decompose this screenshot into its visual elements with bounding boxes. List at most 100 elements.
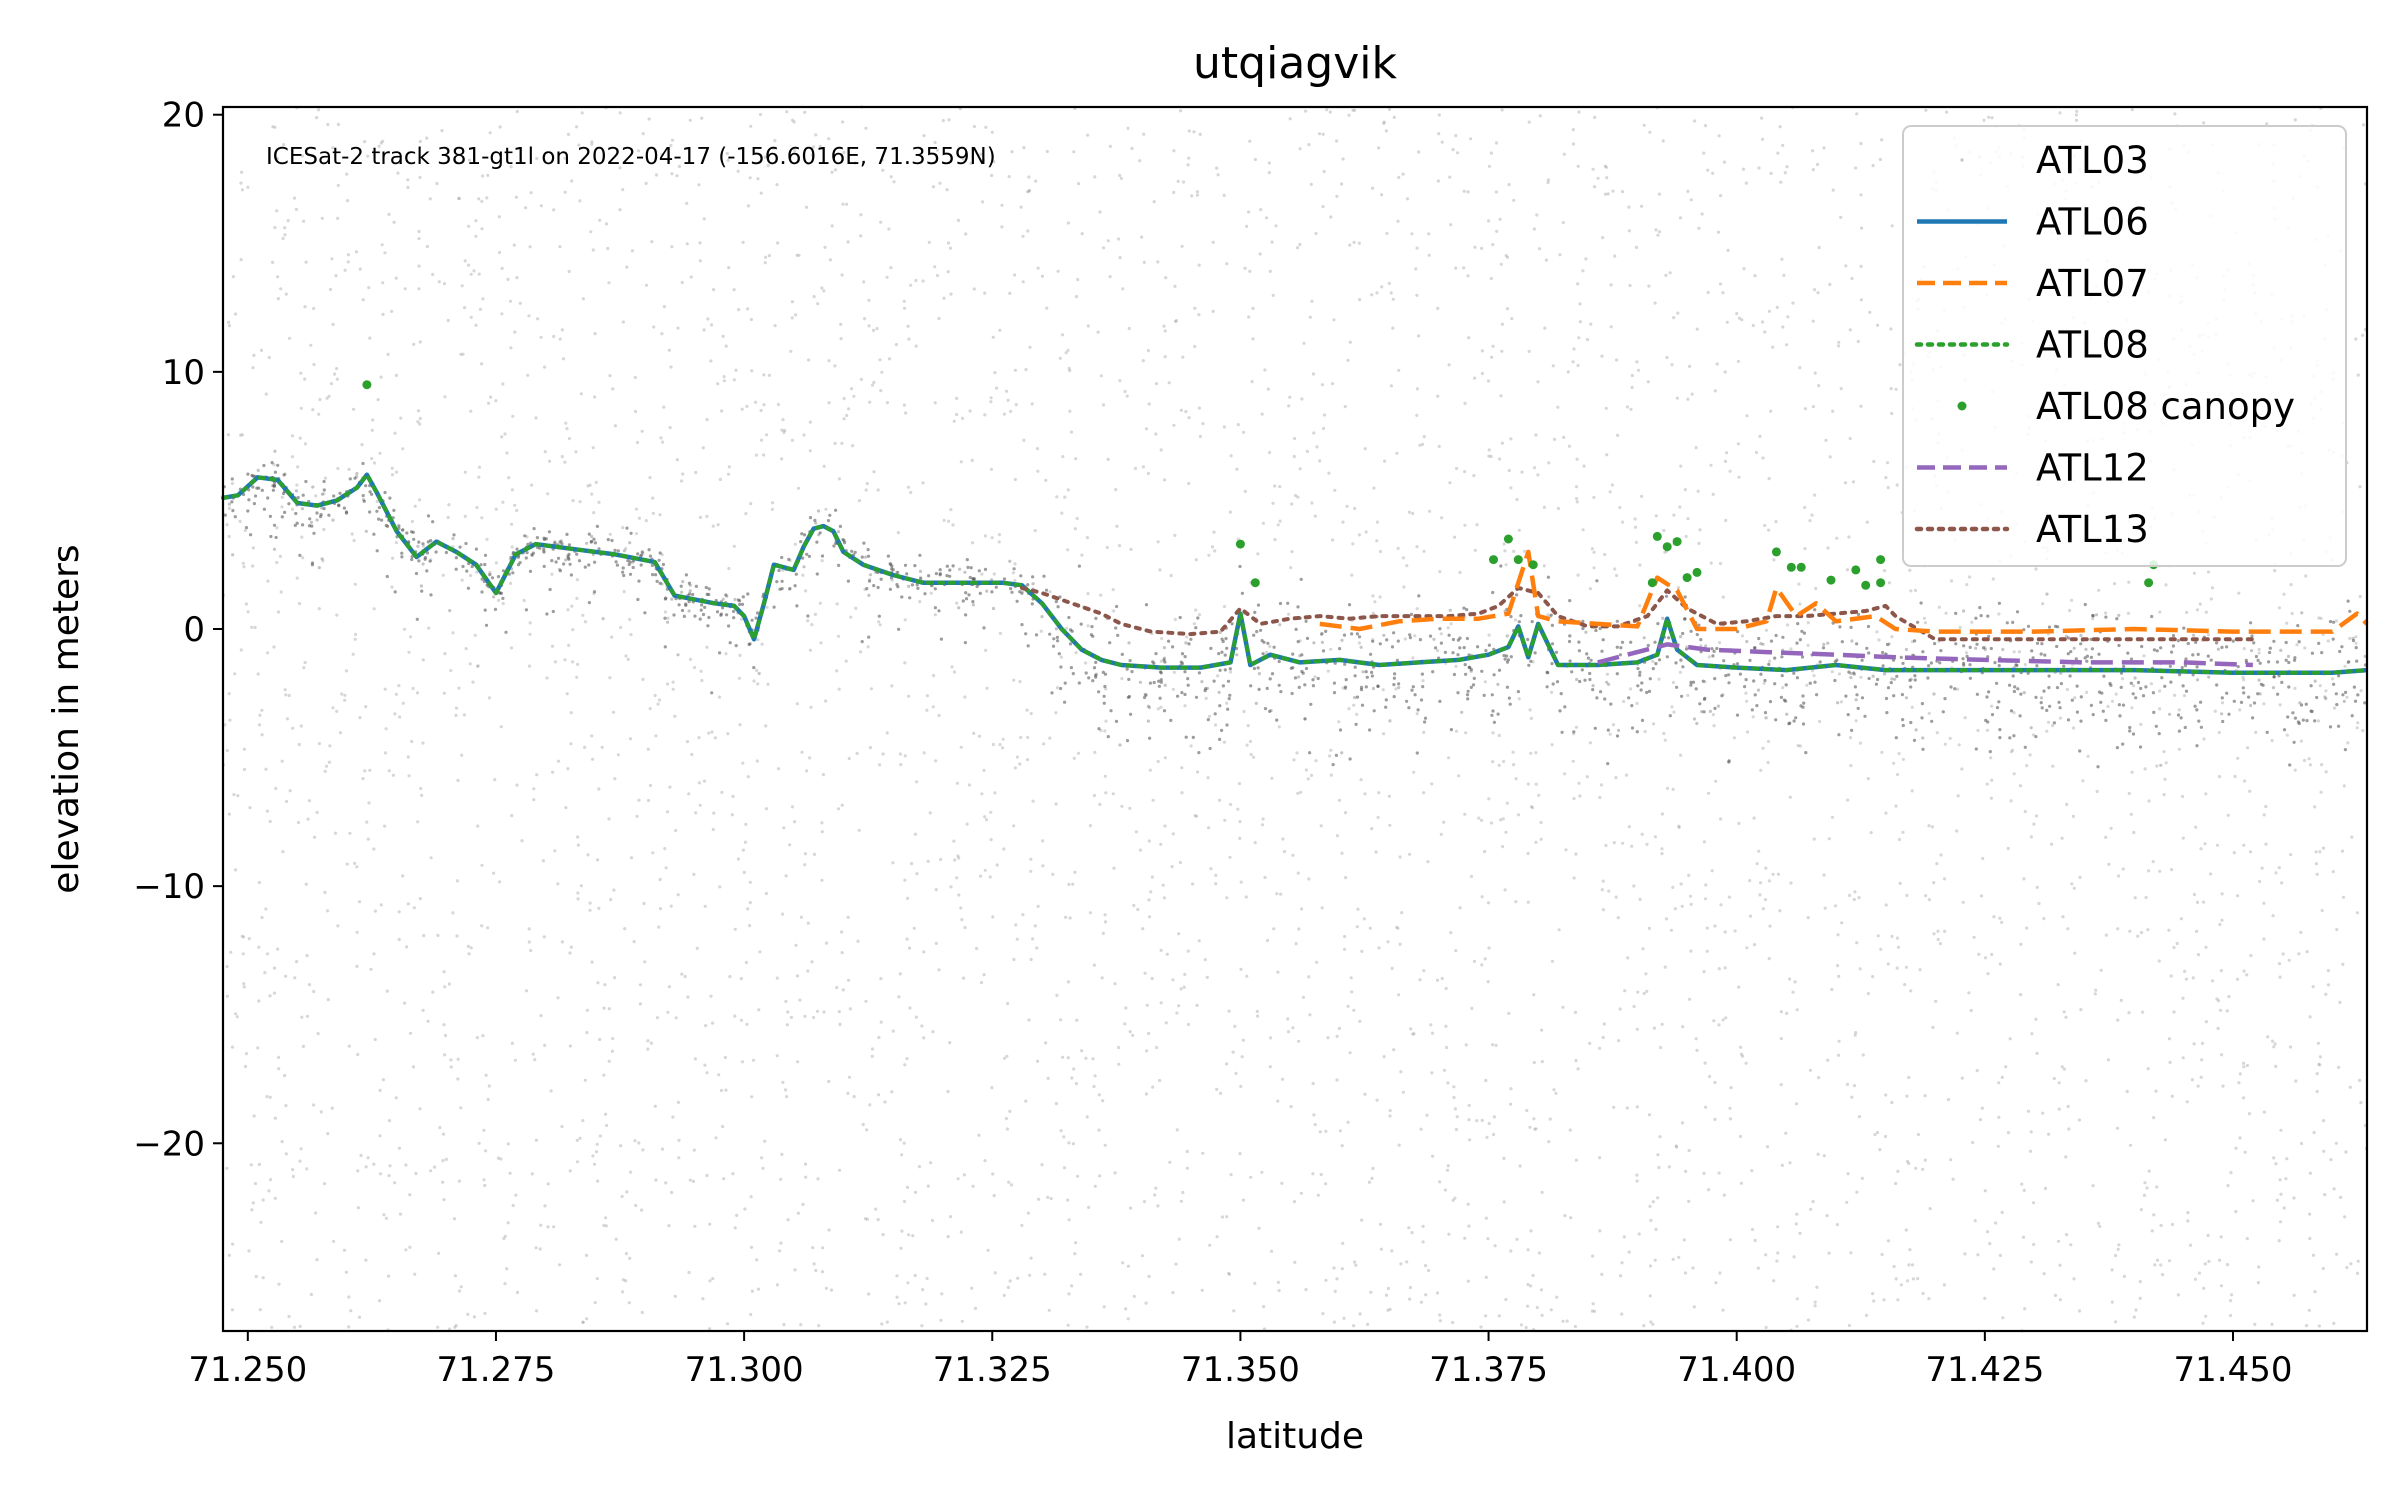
atl03-point <box>1010 150 1014 154</box>
atl03-point <box>2204 792 2208 796</box>
atl03-point <box>2022 877 2026 881</box>
atl03-point <box>2218 1008 2223 1012</box>
atl03-point <box>340 692 344 696</box>
atl03-point <box>2287 958 2291 962</box>
atl03-point <box>1576 573 1580 577</box>
atl03-point <box>808 648 813 652</box>
atl03-point <box>1859 141 1863 146</box>
atl03-point <box>548 459 552 463</box>
atl03-point <box>276 275 280 279</box>
atl03-point <box>469 946 473 950</box>
atl03-point <box>1806 621 1810 625</box>
atl03-point <box>2184 977 2188 981</box>
atl03-point <box>381 139 385 143</box>
atl03-point <box>1763 898 1768 902</box>
atl03-point <box>250 473 254 478</box>
atl03-point <box>590 734 594 738</box>
atl03-point <box>268 819 272 824</box>
atl03-point <box>1752 816 1756 820</box>
atl03-point <box>1897 837 1902 842</box>
atl03-point <box>1329 773 1333 777</box>
atl03-point <box>2030 649 2034 653</box>
atl03-point <box>1986 972 1990 976</box>
atl03-point <box>702 328 706 332</box>
atl03-point <box>396 171 400 175</box>
atl03-point <box>2109 826 2113 831</box>
atl03-point <box>1621 841 1625 845</box>
atl03-point <box>732 288 736 292</box>
atl03-point <box>257 486 261 490</box>
atl03-point <box>933 613 937 617</box>
atl03-point <box>321 559 325 563</box>
atl03-point <box>276 463 280 467</box>
atl03-point <box>1375 291 1379 295</box>
atl03-point <box>881 1233 885 1237</box>
atl03-point <box>577 143 581 147</box>
atl03-point <box>1558 253 1562 257</box>
atl03-point <box>232 793 236 797</box>
atl03-point <box>2110 699 2115 703</box>
atl03-point <box>900 1229 904 1233</box>
atl03-point <box>1764 628 1768 632</box>
atl03-point <box>1124 1307 1128 1311</box>
atl03-point <box>670 172 674 176</box>
atl03-point <box>1019 735 1023 740</box>
atl03-point <box>808 420 813 424</box>
atl03-point <box>1301 995 1305 999</box>
atl03-point <box>2017 650 2021 654</box>
atl03-point <box>2303 646 2307 650</box>
atl03-point <box>1269 1036 1273 1040</box>
atl03-point <box>397 524 401 528</box>
atl03-point <box>575 578 580 582</box>
atl03-point <box>1822 1154 1826 1158</box>
atl03-point <box>2321 846 2326 850</box>
atl03-point <box>2314 862 2318 866</box>
atl03-point <box>2047 625 2052 629</box>
atl03-point <box>1913 588 1918 593</box>
atl03-point <box>2278 1220 2283 1224</box>
atl03-point <box>790 300 795 304</box>
atl03-point <box>802 433 806 437</box>
atl03-point <box>607 1007 611 1011</box>
atl03-point <box>1223 653 1227 657</box>
atl03-point <box>1086 324 1090 328</box>
atl03-point <box>2204 1020 2208 1024</box>
atl03-point <box>1866 992 1870 996</box>
atl03-point <box>1430 1071 1434 1075</box>
atl03-point <box>1761 746 1765 750</box>
atl03-point <box>1214 882 1218 886</box>
atl03-point <box>1983 1296 1987 1300</box>
atl03-point <box>959 1230 963 1234</box>
atl03-point <box>1171 978 1175 982</box>
atl03-point <box>2094 988 2098 992</box>
atl03-point <box>1598 1046 1602 1050</box>
atl03-point <box>1454 1127 1458 1132</box>
atl03-point <box>418 139 422 144</box>
atl03-point <box>1512 763 1516 767</box>
atl03-point <box>2296 720 2300 724</box>
atl03-point <box>1289 666 1293 670</box>
atl03-point <box>1578 794 1582 798</box>
atl03-point <box>646 747 650 751</box>
atl03-point <box>428 197 432 201</box>
atl03-point <box>1532 1117 1536 1121</box>
atl03-point <box>1865 520 1869 524</box>
atl03-point <box>2061 915 2065 919</box>
atl03-point <box>2215 843 2220 847</box>
atl03-point <box>1340 1144 1344 1148</box>
atl03-point <box>947 519 951 523</box>
atl03-point <box>1632 1004 1636 1009</box>
atl03-point <box>775 183 779 187</box>
atl03-point <box>1462 189 1466 193</box>
atl03-point <box>291 507 295 511</box>
atl03-point <box>1751 323 1755 328</box>
atl03-point <box>2195 900 2200 905</box>
atl03-point <box>564 421 568 425</box>
atl03-point <box>786 1010 790 1014</box>
atl03-point <box>983 815 987 819</box>
atl03-point <box>2361 333 2365 337</box>
atl03-point <box>1054 711 1058 715</box>
atl03-point <box>1894 1277 1898 1281</box>
atl03-point <box>1837 340 1841 344</box>
atl03-point <box>1324 1182 1328 1186</box>
